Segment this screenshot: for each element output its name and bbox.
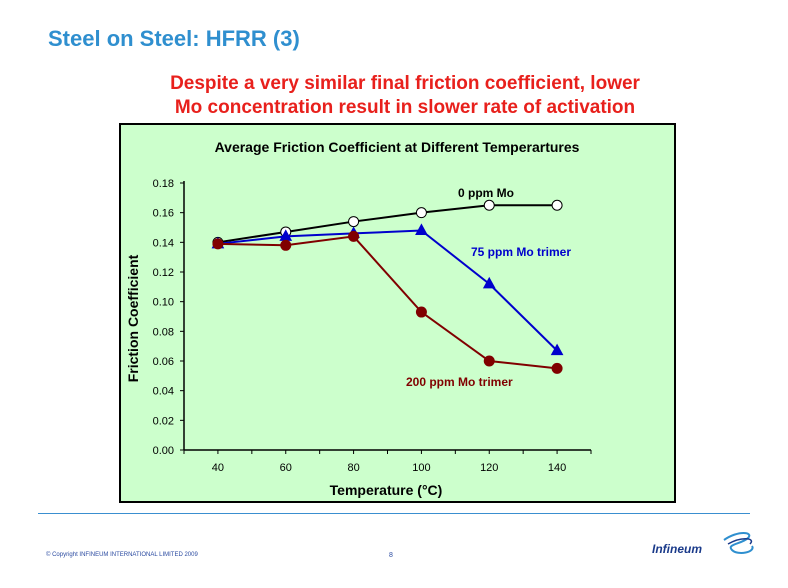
data-point-circle <box>415 306 427 318</box>
y-tick-label: 0.10 <box>153 297 174 309</box>
data-point-circle-open <box>551 199 563 211</box>
logo-swoosh-icon <box>723 532 754 554</box>
y-tick-label: 0.18 <box>153 178 174 190</box>
x-tick-label: 80 <box>347 462 359 474</box>
x-tick-label: 100 <box>412 462 430 474</box>
y-tick-label: 0.00 <box>153 445 174 457</box>
x-tick-label: 60 <box>280 462 292 474</box>
page-number: 8 <box>389 552 393 559</box>
data-point-circle <box>348 230 360 242</box>
data-point-circle-open <box>415 207 427 219</box>
data-point-circle <box>212 238 224 250</box>
data-point-circle-open <box>348 216 360 228</box>
logo-text: Infineum <box>652 542 702 556</box>
x-axis-label: Temperature (°C) <box>330 482 443 498</box>
y-tick-label: 0.04 <box>153 386 174 398</box>
series-label: 75 ppm Mo trimer <box>471 245 571 259</box>
friction-chart: Average Friction Coefficient at Differen… <box>125 139 592 498</box>
chart-title: Average Friction Coefficient at Differen… <box>215 139 580 155</box>
footer-divider <box>38 513 750 514</box>
y-tick-label: 0.02 <box>153 415 174 427</box>
x-tick-label: 120 <box>480 462 498 474</box>
data-point-circle <box>280 239 292 251</box>
series-line <box>217 204 558 244</box>
data-point-triangle <box>482 276 496 289</box>
data-point-circle <box>483 355 495 367</box>
data-point-triangle <box>550 343 564 356</box>
subtitle-line-1: Despite a very similar final friction co… <box>170 73 640 94</box>
y-tick-label: 0.14 <box>153 237 174 249</box>
chart-frame: Average Friction Coefficient at Differen… <box>119 123 676 503</box>
data-point-triangle <box>415 223 428 235</box>
y-tick-label: 0.12 <box>153 267 174 279</box>
infineum-logo: Infineum <box>652 528 762 562</box>
copyright-text: © Copyright INFINEUM INTERNATIONAL LIMIT… <box>46 552 198 558</box>
y-axis-label: Friction Coefficient <box>125 254 141 382</box>
data-point-circle <box>551 362 563 374</box>
slide-subtitle: Despite a very similar final friction co… <box>100 72 710 120</box>
y-tick-label: 0.08 <box>153 326 174 338</box>
y-tick-label: 0.16 <box>153 208 174 220</box>
series-label: 0 ppm Mo <box>458 186 514 200</box>
x-tick-label: 140 <box>548 462 566 474</box>
y-tick-label: 0.06 <box>153 356 174 368</box>
series-label: 200 ppm Mo trimer <box>406 375 513 389</box>
series-line <box>217 235 558 370</box>
slide-title: Steel on Steel: HFRR (3) <box>48 26 300 51</box>
subtitle-line-2: Mo concentration result in slower rate o… <box>174 97 636 118</box>
x-tick-label: 40 <box>212 462 224 474</box>
series-line <box>217 229 558 352</box>
data-point-circle-open <box>483 199 495 211</box>
